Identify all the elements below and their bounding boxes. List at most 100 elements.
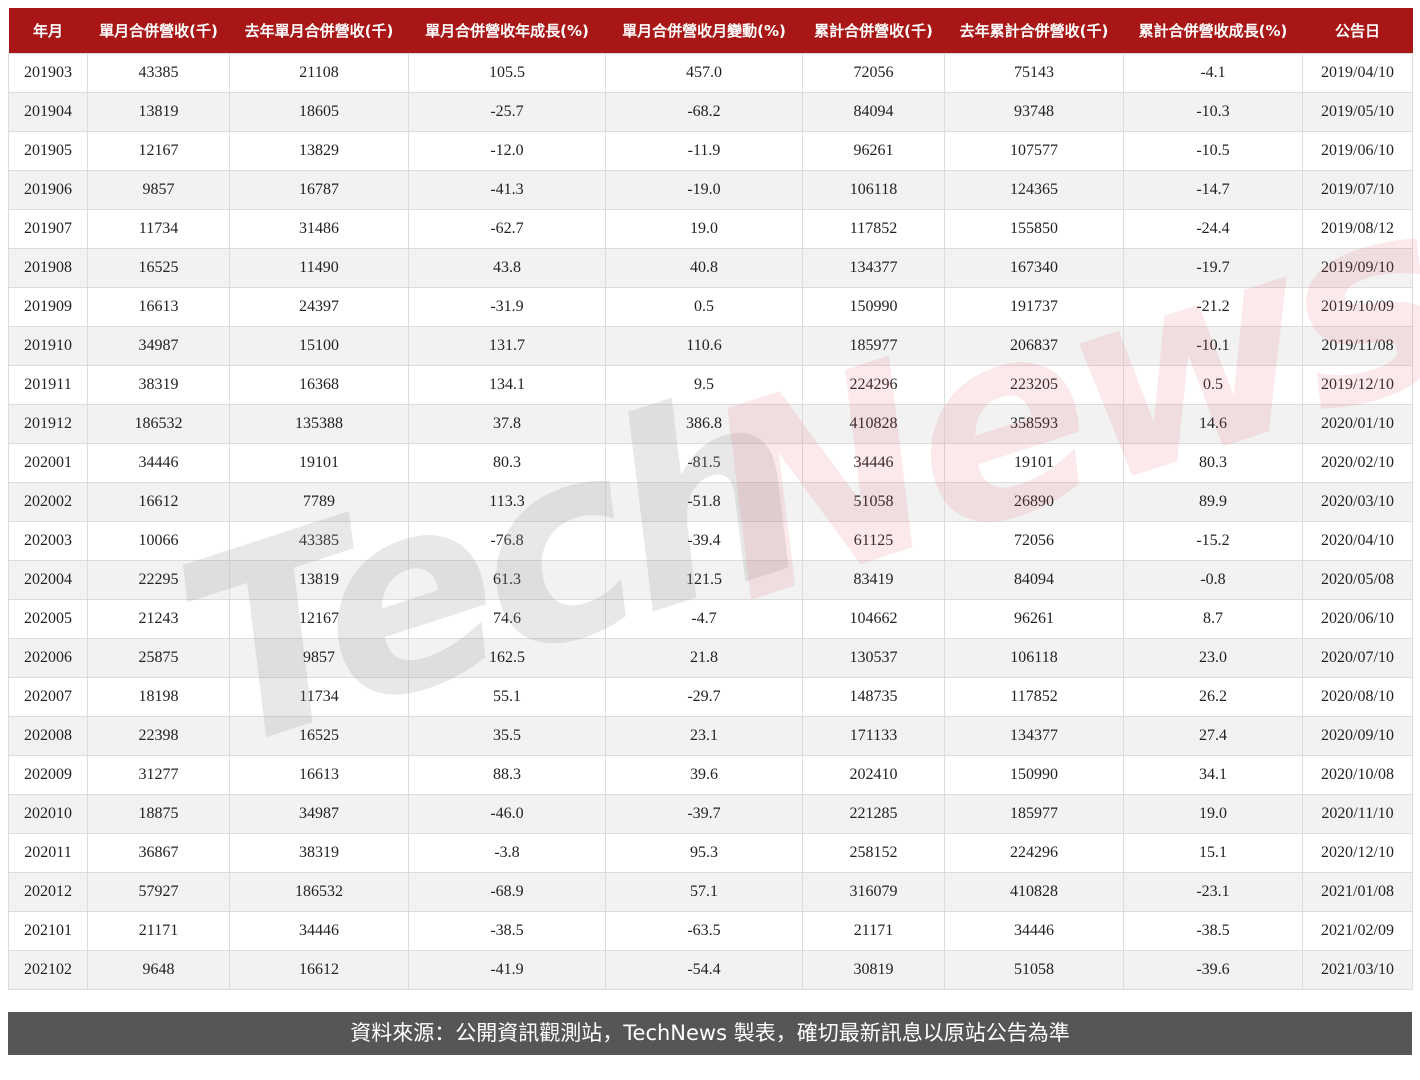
- table-cell: 27.4: [1123, 716, 1303, 756]
- table-cell: 72056: [802, 53, 945, 93]
- table-cell: 202007: [8, 677, 88, 717]
- table-cell: 16612: [87, 482, 230, 522]
- table-cell: 202410: [802, 755, 945, 795]
- table-cell: 201908: [8, 248, 88, 288]
- table-cell: 201911: [8, 365, 88, 405]
- table-cell: 37.8: [408, 404, 606, 444]
- table-cell: 386.8: [605, 404, 803, 444]
- table-cell: 201909: [8, 287, 88, 327]
- table-cell: 43385: [229, 521, 409, 561]
- table-cell: -46.0: [408, 794, 606, 834]
- table-cell: 201910: [8, 326, 88, 366]
- table-cell: 24397: [229, 287, 409, 327]
- table-row: 202001 34446 19101 80.3 -81.5 34446 19101 80.3 2…: [8, 443, 1413, 483]
- column-header: 單月合併營收年成長(%): [408, 8, 606, 54]
- table-cell: 7789: [229, 482, 409, 522]
- table-cell: 106118: [944, 638, 1124, 678]
- table-cell: 206837: [944, 326, 1124, 366]
- column-header: 累計合併營收成長(%): [1123, 8, 1303, 54]
- table-cell: 201906: [8, 170, 88, 210]
- table-cell: -10.3: [1123, 92, 1303, 132]
- table-cell: 15.1: [1123, 833, 1303, 873]
- table-cell: 358593: [944, 404, 1124, 444]
- table-cell: 14.6: [1123, 404, 1303, 444]
- table-cell: 124365: [944, 170, 1124, 210]
- table-cell: -39.4: [605, 521, 803, 561]
- table-cell: -76.8: [408, 521, 606, 561]
- table-cell: 39.6: [605, 755, 803, 795]
- table-cell: 202101: [8, 911, 88, 951]
- column-header: 去年單月合併營收(千): [229, 8, 409, 54]
- table-cell: 134377: [944, 716, 1124, 756]
- table-cell: -62.7: [408, 209, 606, 249]
- table-cell: 55.1: [408, 677, 606, 717]
- table-cell: 2019/12/10: [1302, 365, 1413, 405]
- table-row: 201905 12167 13829 -12.0 -11.9 96261 107577 -10…: [8, 131, 1413, 171]
- table-cell: 19101: [944, 443, 1124, 483]
- table-cell: 2021/02/09: [1302, 911, 1413, 951]
- table-cell: 16613: [87, 287, 230, 327]
- table-cell: 16525: [229, 716, 409, 756]
- table-cell: -39.6: [1123, 950, 1303, 990]
- table-cell: 2021/01/08: [1302, 872, 1413, 912]
- table-cell: 224296: [802, 365, 945, 405]
- table-cell: 202011: [8, 833, 88, 873]
- table-cell: 9857: [229, 638, 409, 678]
- table-cell: 202009: [8, 755, 88, 795]
- table-cell: -31.9: [408, 287, 606, 327]
- table-cell: 130537: [802, 638, 945, 678]
- table-cell: 202003: [8, 521, 88, 561]
- table-cell: 22398: [87, 716, 230, 756]
- table-cell: 202006: [8, 638, 88, 678]
- table-cell: 51058: [802, 482, 945, 522]
- table-cell: 26.2: [1123, 677, 1303, 717]
- table-cell: 96261: [944, 599, 1124, 639]
- table-cell: -15.2: [1123, 521, 1303, 561]
- table-cell: 107577: [944, 131, 1124, 171]
- table-cell: -14.7: [1123, 170, 1303, 210]
- table-cell: -81.5: [605, 443, 803, 483]
- table-cell: 410828: [802, 404, 945, 444]
- table-cell: -21.2: [1123, 287, 1303, 327]
- table-cell: -41.9: [408, 950, 606, 990]
- table-row: 202004 22295 13819 61.3 121.5 83419 84094 -0.8 2…: [8, 560, 1413, 600]
- table-cell: 2019/08/12: [1302, 209, 1413, 249]
- table-cell: 9857: [87, 170, 230, 210]
- table-cell: 2020/09/10: [1302, 716, 1413, 756]
- table-cell: 31486: [229, 209, 409, 249]
- table-cell: 202010: [8, 794, 88, 834]
- table-cell: 2020/07/10: [1302, 638, 1413, 678]
- column-header: 去年累計合併營收(千): [944, 8, 1124, 54]
- table-cell: -29.7: [605, 677, 803, 717]
- table-row: 202008 22398 16525 35.5 23.1 171133 134377 27.4…: [8, 716, 1413, 756]
- table-cell: 150990: [802, 287, 945, 327]
- table-cell: 84094: [944, 560, 1124, 600]
- table-cell: 11734: [87, 209, 230, 249]
- table-cell: 134.1: [408, 365, 606, 405]
- table-row: 201912 186532 135388 37.8 386.8 410828 358593 1…: [8, 404, 1413, 444]
- table-cell: 36867: [87, 833, 230, 873]
- table-cell: 34446: [229, 911, 409, 951]
- source-footer: 資料來源：公開資訊觀測站，TechNews 製表，確切最新訊息以原站公告為準: [8, 1012, 1412, 1055]
- table-cell: 75143: [944, 53, 1124, 93]
- table-cell: 18198: [87, 677, 230, 717]
- table-cell: 2020/08/10: [1302, 677, 1413, 717]
- table-cell: -25.7: [408, 92, 606, 132]
- table-row: 202007 18198 11734 55.1 -29.7 148735 117852 26.…: [8, 677, 1413, 717]
- column-header: 單月合併營收月變動(%): [605, 8, 803, 54]
- table-cell: 9648: [87, 950, 230, 990]
- table-cell: -63.5: [605, 911, 803, 951]
- table-cell: -3.8: [408, 833, 606, 873]
- table-cell: 202001: [8, 443, 88, 483]
- table-cell: 21108: [229, 53, 409, 93]
- table-cell: 150990: [944, 755, 1124, 795]
- table-cell: -41.3: [408, 170, 606, 210]
- table-cell: 19.0: [1123, 794, 1303, 834]
- table-cell: -4.1: [1123, 53, 1303, 93]
- table-cell: 201912: [8, 404, 88, 444]
- table-cell: 186532: [87, 404, 230, 444]
- table-cell: 2020/12/10: [1302, 833, 1413, 873]
- table-row: 201907 11734 31486 -62.7 19.0 117852 155850 -24…: [8, 209, 1413, 249]
- table-cell: 72056: [944, 521, 1124, 561]
- table-cell: 10066: [87, 521, 230, 561]
